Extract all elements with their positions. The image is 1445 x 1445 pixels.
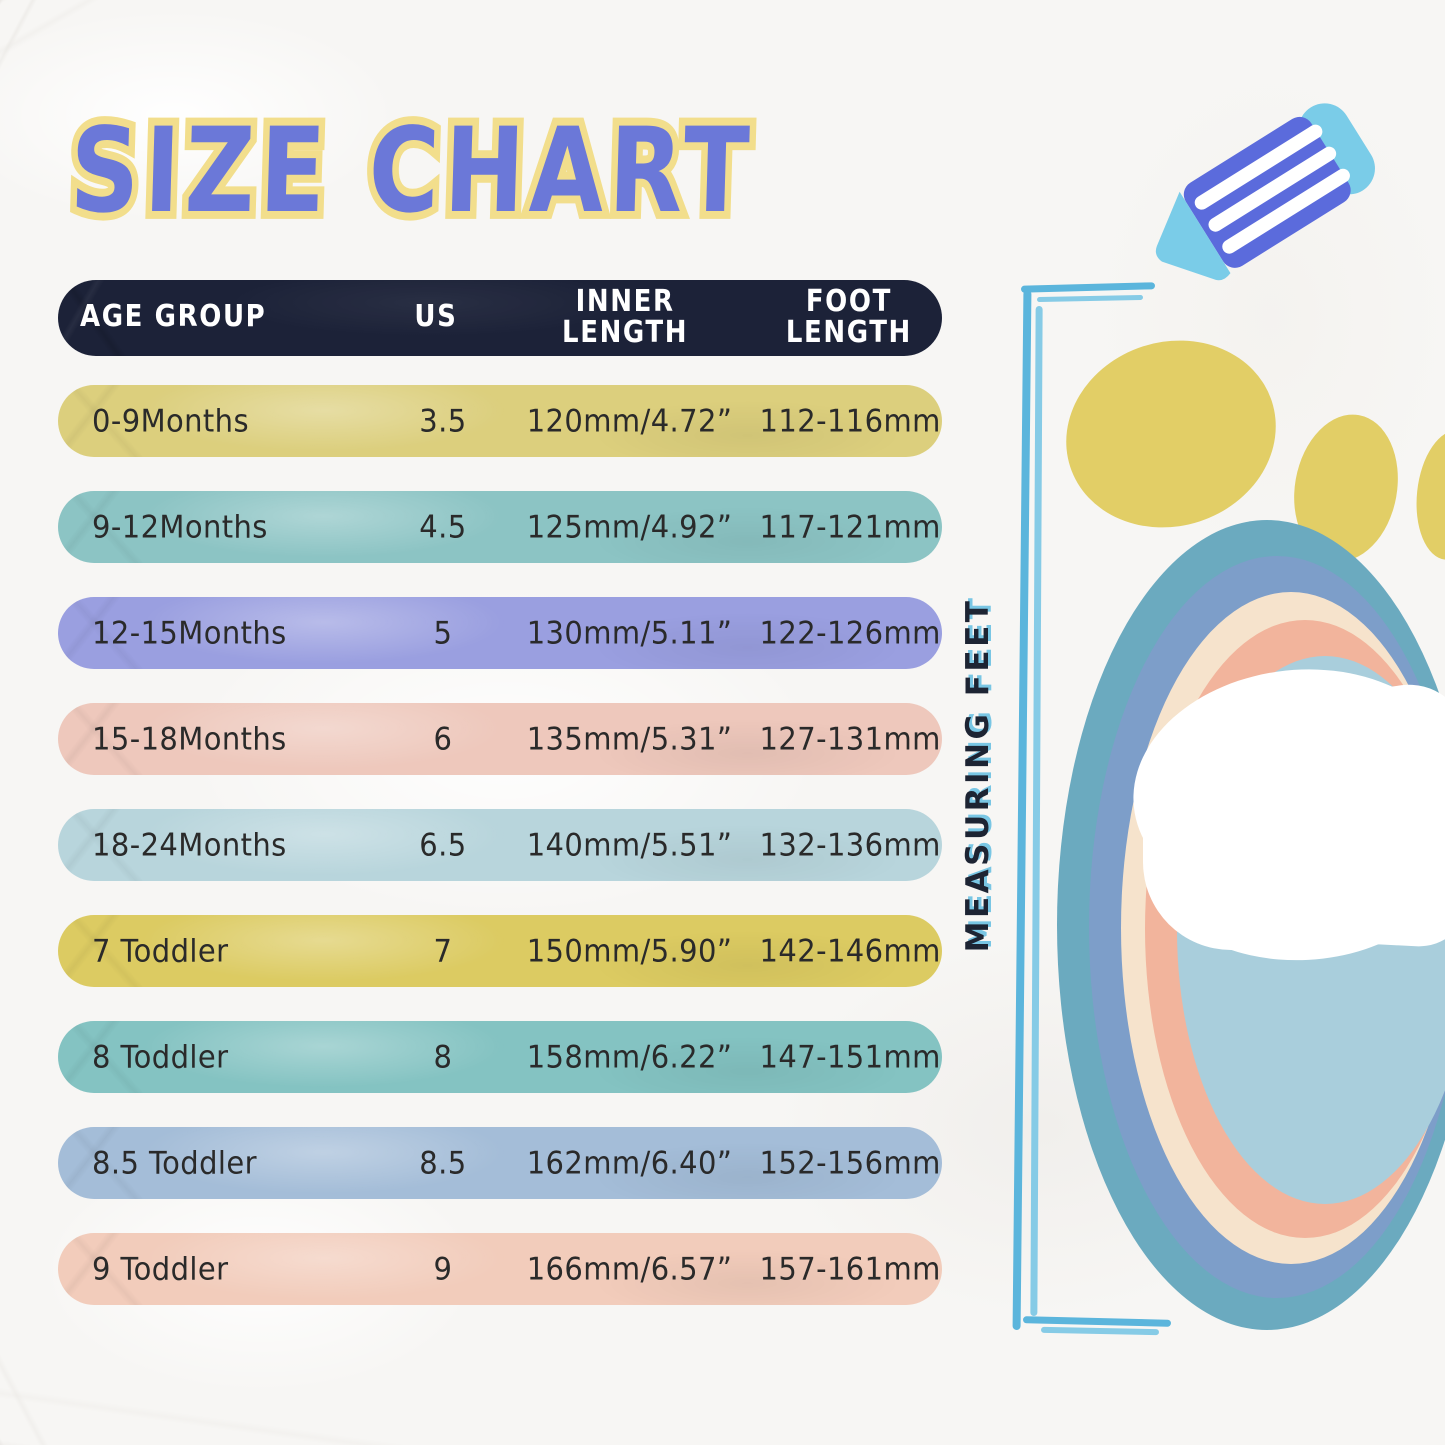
pencil-icon [1128, 100, 1398, 290]
cell-inner-length: 140mm/5.51” [526, 826, 733, 864]
cell-foot-length: 157-161mm [759, 1250, 941, 1288]
cell-us: 8 [433, 1038, 453, 1076]
cell-age-group: 7 Toddler [92, 932, 229, 970]
column-header-foot-length-line2: LENGTH [785, 315, 912, 351]
cell-inner-length: 120mm/4.72” [526, 402, 733, 440]
table-row: 18-24Months 6.5 140mm/5.51” 132-136mm [58, 809, 942, 881]
table-row: 8 Toddler 8 158mm/6.22” 147-151mm [58, 1021, 942, 1093]
cell-inner-length: 150mm/5.90” [526, 932, 733, 970]
cell-inner-length: 135mm/5.31” [526, 720, 733, 758]
table-row: 9-12Months 4.5 125mm/4.92” 117-121mm [58, 491, 942, 563]
cell-inner-length: 125mm/4.92” [526, 508, 733, 546]
cell-foot-length: 152-156mm [759, 1144, 941, 1182]
column-header-us: US [414, 299, 458, 335]
table-row: 12-15Months 5 130mm/5.11” 122-126mm [58, 597, 942, 669]
cell-inner-length: 166mm/6.57” [526, 1250, 733, 1288]
cell-us: 8.5 [419, 1144, 467, 1182]
cell-age-group: 9 Toddler [92, 1250, 229, 1288]
table-row: 9 Toddler 9 166mm/6.57” 157-161mm [58, 1233, 942, 1305]
measuring-feet-caption-text: MEASURING FEET [960, 597, 996, 953]
column-header-inner-length-line2: LENGTH [562, 315, 689, 351]
cell-age-group: 9-12Months [92, 508, 268, 546]
cell-age-group: 0-9Months [92, 402, 249, 440]
decorative-illustration [985, 60, 1445, 1390]
cell-us: 5 [433, 614, 453, 652]
size-chart-table: AGE GROUP US INNER LENGTH FOOT LENGTH 0-… [58, 280, 942, 1339]
table-row: 0-9Months 3.5 120mm/4.72” 112-116mm [58, 385, 942, 457]
cell-inner-length: 130mm/5.11” [526, 614, 733, 652]
cell-us: 6.5 [419, 826, 467, 864]
column-header-inner-length: INNER LENGTH [494, 284, 755, 351]
cell-foot-length: 112-116mm [759, 402, 941, 440]
column-header-age-group: AGE GROUP [80, 299, 267, 335]
yellow-blob-small [1410, 426, 1445, 564]
cell-us: 3.5 [419, 402, 467, 440]
cell-foot-length: 132-136mm [759, 826, 941, 864]
cell-age-group: 18-24Months [92, 826, 287, 864]
cell-inner-length: 158mm/6.22” [526, 1038, 733, 1076]
measuring-feet-caption: MEASURING FEET [948, 540, 1008, 1010]
cell-foot-length: 142-146mm [759, 932, 941, 970]
cell-age-group: 15-18Months [92, 720, 287, 758]
table-header-row: AGE GROUP US INNER LENGTH FOOT LENGTH [58, 280, 942, 356]
column-header-foot-length: FOOT LENGTH [756, 284, 942, 351]
cell-foot-length: 122-126mm [759, 614, 941, 652]
cell-inner-length: 162mm/6.40” [526, 1144, 733, 1182]
cell-age-group: 8.5 Toddler [92, 1144, 257, 1182]
table-body: 0-9Months 3.5 120mm/4.72” 112-116mm 9-12Mont… [58, 385, 942, 1305]
column-header-inner-length-line1: INNER [575, 284, 675, 319]
table-row: 15-18Months 6 135mm/5.31” 127-131mm [58, 703, 942, 775]
page-title: SIZE CHART [61, 95, 763, 246]
cell-foot-length: 117-121mm [759, 508, 941, 546]
cell-foot-length: 127-131mm [759, 720, 941, 758]
column-header-foot-length-line1: FOOT [805, 284, 892, 319]
table-row: 8.5 Toddler 8.5 162mm/6.40” 152-156mm [58, 1127, 942, 1199]
yellow-blob-large [1041, 313, 1301, 555]
cell-age-group: 8 Toddler [92, 1038, 229, 1076]
cell-age-group: 12-15Months [92, 614, 287, 652]
cell-foot-length: 147-151mm [759, 1038, 941, 1076]
table-row: 7 Toddler 7 150mm/5.90” 142-146mm [58, 915, 942, 987]
cell-us: 7 [433, 932, 453, 970]
cell-us: 9 [433, 1250, 453, 1288]
cell-us: 6 [433, 720, 453, 758]
cell-us: 4.5 [419, 508, 467, 546]
